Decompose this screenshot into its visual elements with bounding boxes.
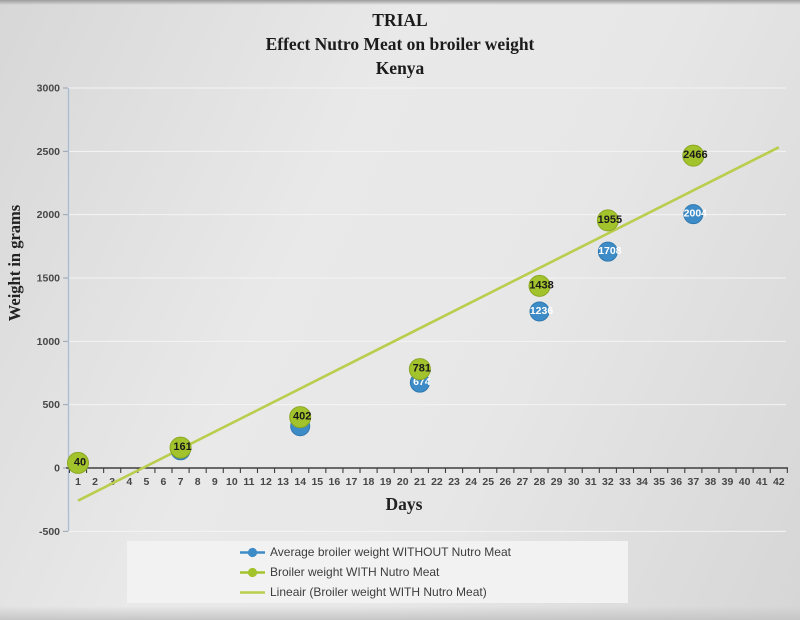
x-tick-label: 7 — [178, 476, 184, 488]
legend-label-without-nutro: Average broiler weight WITHOUT Nutro Mea… — [270, 545, 511, 559]
data-point-label: 781 — [413, 363, 431, 375]
x-tick-label: 20 — [397, 476, 409, 488]
data-point — [169, 436, 192, 459]
data-point — [596, 209, 619, 232]
x-tick-label: 17 — [346, 476, 358, 488]
data-point-label: 2004 — [684, 208, 708, 220]
y-tick-label: 1500 — [37, 273, 61, 285]
y-tick-label: 0 — [54, 463, 60, 475]
x-tick-label: 42 — [773, 476, 785, 488]
x-tick-label: 13 — [277, 476, 289, 488]
gridlines — [68, 87, 786, 532]
legend-label-with-nutro: Broiler weight WITH Nutro Meat — [270, 565, 440, 579]
legend: Average broiler weight WITHOUT Nutro Mea… — [127, 541, 628, 603]
data-point — [67, 451, 89, 474]
y-tick-label: 500 — [42, 399, 60, 411]
data-point — [682, 144, 705, 167]
legend-marker-line-dot-green — [240, 567, 265, 577]
data-point-label: 1236 — [530, 305, 554, 317]
legend-label-trendline: Lineair (Broiler weight WITH Nutro Meat) — [270, 585, 487, 599]
data-point-label: 161 — [173, 441, 191, 453]
x-tick-label: 23 — [448, 476, 460, 488]
x-tick-label: 34 — [636, 476, 648, 488]
x-tick-label: 16 — [329, 476, 341, 488]
x-tick-label: 37 — [687, 476, 699, 488]
x-tick-label: 12 — [260, 476, 272, 488]
chart-title-line-1: TRIAL — [372, 10, 428, 30]
series-with-nutro: 40 161 402 781 1438 1955 2466 — [67, 144, 708, 474]
x-tick-label: 41 — [756, 476, 768, 488]
x-tick-label: 21 — [414, 476, 426, 488]
legend-row-without-nutro: Average broiler weight WITHOUT Nutro Mea… — [239, 543, 628, 561]
y-tick-label: -500 — [39, 526, 60, 538]
chart-title-line-2: Effect Nutro Meat on broiler weight — [265, 34, 535, 54]
x-tick-label: 25 — [482, 476, 494, 488]
x-axis: 1234567891011121314151617181920212223242… — [66, 467, 788, 488]
x-tick-label: 24 — [465, 476, 477, 488]
x-tick-label: 1 — [75, 476, 81, 488]
x-tick-label: 36 — [670, 476, 682, 488]
y-tick-label: 1000 — [37, 336, 61, 348]
data-point — [683, 204, 704, 225]
x-tick-label: 10 — [226, 476, 238, 488]
data-point — [408, 358, 431, 381]
x-tick-label: 39 — [722, 476, 734, 488]
x-tick-label: 15 — [311, 476, 323, 488]
y-tick-label: 2500 — [37, 146, 61, 158]
legend-marker-trend-line — [240, 590, 265, 594]
y-axis: -500 0 500 1000 1500 2000 2500 3000 — [37, 83, 70, 538]
x-tick-label: 31 — [585, 476, 597, 488]
x-tick-label: 30 — [568, 476, 580, 488]
x-tick-label: 19 — [380, 476, 392, 488]
x-tick-label: 27 — [517, 476, 529, 488]
x-tick-label: 35 — [653, 476, 665, 488]
data-point-label: 1438 — [529, 279, 553, 291]
y-tick-label: 2000 — [37, 209, 61, 221]
data-point-label: 1708 — [598, 245, 622, 257]
x-tick-label: 28 — [534, 476, 546, 488]
data-point-label: 402 — [293, 411, 311, 423]
y-tick-label: 3000 — [37, 83, 61, 95]
x-tick-label: 40 — [739, 476, 751, 488]
legend-row-trendline: Lineair (Broiler weight WITH Nutro Meat) — [239, 583, 628, 601]
x-tick-label: 26 — [499, 476, 511, 488]
x-tick-label: 22 — [431, 476, 443, 488]
x-tick-label: 11 — [243, 476, 254, 488]
x-tick-label: 5 — [143, 476, 149, 488]
x-tick-label: 38 — [705, 476, 717, 488]
x-tick-label: 2 — [92, 476, 98, 488]
data-point-label: 1955 — [598, 214, 622, 226]
x-tick-label: 18 — [363, 476, 375, 488]
x-tick-label: 14 — [294, 476, 306, 488]
data-point — [597, 241, 618, 262]
legend-row-with-nutro: Broiler weight WITH Nutro Meat — [239, 563, 628, 581]
x-axis-title: Days — [385, 494, 423, 514]
legend-marker-line-dot-blue — [240, 547, 265, 557]
data-point — [528, 274, 551, 297]
data-point — [529, 301, 550, 322]
chart-title-line-3: Kenya — [375, 58, 425, 78]
chart-title: TRIAL Effect Nutro Meat on broiler weigh… — [0, 8, 800, 80]
x-tick-label: 29 — [551, 476, 563, 488]
x-tick-label: 4 — [126, 476, 132, 488]
data-point — [289, 406, 312, 429]
trendline — [77, 146, 780, 502]
x-tick-label: 9 — [212, 476, 218, 488]
x-tick-label: 8 — [195, 476, 201, 488]
x-tick-label: 33 — [619, 476, 631, 488]
x-tick-label: 6 — [161, 476, 167, 488]
data-point-label: 40 — [74, 456, 86, 468]
data-point-label: 2466 — [683, 149, 707, 161]
x-tick-label: 32 — [602, 476, 614, 488]
